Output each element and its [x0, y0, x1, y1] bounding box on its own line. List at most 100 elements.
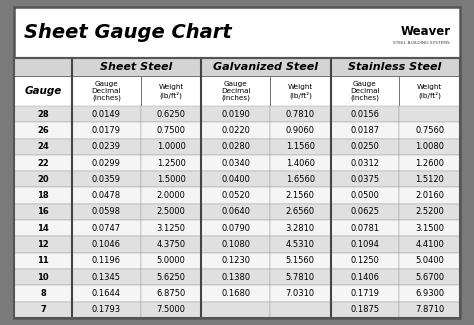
Text: 5.6250: 5.6250 — [156, 273, 185, 281]
Bar — [72, 122, 141, 138]
Bar — [270, 220, 330, 236]
Text: 0.0299: 0.0299 — [92, 159, 121, 167]
Text: 1.5000: 1.5000 — [156, 175, 185, 184]
Bar — [330, 155, 400, 171]
Text: 0.1094: 0.1094 — [350, 240, 379, 249]
Text: 1.2600: 1.2600 — [415, 159, 444, 167]
Text: 0.0747: 0.0747 — [92, 224, 121, 233]
Bar — [201, 122, 270, 138]
Text: Gauge
Decimal
(inches): Gauge Decimal (inches) — [221, 81, 250, 101]
Text: 0.0359: 0.0359 — [92, 175, 121, 184]
Bar — [141, 155, 201, 171]
Bar — [400, 106, 460, 122]
Bar — [14, 155, 72, 171]
Bar — [141, 188, 201, 204]
Bar — [72, 138, 141, 155]
Bar — [14, 76, 72, 106]
Bar — [330, 204, 400, 220]
Bar — [270, 269, 330, 285]
Bar — [400, 269, 460, 285]
Bar — [330, 302, 400, 318]
Text: 1.4060: 1.4060 — [286, 159, 315, 167]
Bar — [201, 269, 270, 285]
Bar — [400, 204, 460, 220]
Bar — [330, 285, 400, 302]
Text: 16: 16 — [37, 207, 49, 216]
Text: 0.0250: 0.0250 — [350, 142, 379, 151]
Bar — [400, 76, 460, 106]
Bar — [72, 285, 141, 302]
Bar — [270, 285, 330, 302]
Text: 0.1793: 0.1793 — [92, 305, 121, 314]
Bar — [400, 302, 460, 318]
Text: 2.5200: 2.5200 — [415, 207, 444, 216]
Text: 1.0080: 1.0080 — [415, 142, 444, 151]
Text: 0.0312: 0.0312 — [350, 159, 380, 167]
Text: 0.0790: 0.0790 — [221, 224, 250, 233]
Bar — [400, 138, 460, 155]
Text: 0.0280: 0.0280 — [221, 142, 250, 151]
Text: 0.0179: 0.0179 — [92, 126, 121, 135]
Bar — [201, 188, 270, 204]
Text: 26: 26 — [37, 126, 49, 135]
Bar — [14, 236, 72, 253]
Text: Weaver: Weaver — [400, 25, 450, 38]
Bar — [330, 269, 400, 285]
Text: 4.4100: 4.4100 — [415, 240, 444, 249]
Bar — [201, 58, 330, 76]
Text: 0.1080: 0.1080 — [221, 240, 250, 249]
Bar — [270, 122, 330, 138]
Bar — [201, 138, 270, 155]
Text: 22: 22 — [37, 159, 49, 167]
Bar — [72, 171, 141, 188]
Text: 0.0500: 0.0500 — [350, 191, 379, 200]
Bar — [330, 58, 460, 76]
Bar — [201, 171, 270, 188]
Text: 2.6560: 2.6560 — [286, 207, 315, 216]
Bar — [141, 220, 201, 236]
Bar — [72, 155, 141, 171]
Bar — [330, 236, 400, 253]
Text: 3.1250: 3.1250 — [156, 224, 185, 233]
Text: 0.7500: 0.7500 — [156, 126, 185, 135]
Text: 5.7810: 5.7810 — [286, 273, 315, 281]
Text: Sheet Gauge Chart: Sheet Gauge Chart — [24, 23, 231, 42]
Text: 1.6560: 1.6560 — [286, 175, 315, 184]
Bar — [330, 122, 400, 138]
Text: Weight
(lb/ft²): Weight (lb/ft²) — [158, 84, 184, 98]
Bar — [141, 204, 201, 220]
Text: 28: 28 — [37, 110, 49, 119]
Text: 0.0156: 0.0156 — [350, 110, 380, 119]
Bar — [72, 188, 141, 204]
Text: 10: 10 — [37, 273, 49, 281]
Bar — [400, 285, 460, 302]
Bar — [141, 76, 201, 106]
Text: 0.6250: 0.6250 — [156, 110, 185, 119]
Text: 0.1680: 0.1680 — [221, 289, 250, 298]
Text: 1.1560: 1.1560 — [286, 142, 315, 151]
Text: 0.1230: 0.1230 — [221, 256, 250, 265]
Text: 7.8710: 7.8710 — [415, 305, 444, 314]
Bar — [330, 76, 400, 106]
Text: 0.0340: 0.0340 — [221, 159, 250, 167]
Bar — [270, 188, 330, 204]
Bar — [400, 253, 460, 269]
Bar — [141, 122, 201, 138]
Text: 14: 14 — [37, 224, 49, 233]
Bar — [400, 122, 460, 138]
Bar — [201, 106, 270, 122]
Text: 3.2810: 3.2810 — [286, 224, 315, 233]
Text: 4.5310: 4.5310 — [286, 240, 315, 249]
Text: 0.1875: 0.1875 — [350, 305, 380, 314]
Text: 0.1196: 0.1196 — [92, 256, 121, 265]
Bar — [72, 220, 141, 236]
Bar — [270, 138, 330, 155]
Bar — [330, 138, 400, 155]
Text: 0.7810: 0.7810 — [286, 110, 315, 119]
Text: Gauge: Gauge — [25, 86, 62, 96]
Text: Gauge
Decimal
(inches): Gauge Decimal (inches) — [91, 81, 121, 101]
Bar — [270, 76, 330, 106]
Bar — [270, 155, 330, 171]
Text: 6.9300: 6.9300 — [415, 289, 444, 298]
Bar — [201, 236, 270, 253]
